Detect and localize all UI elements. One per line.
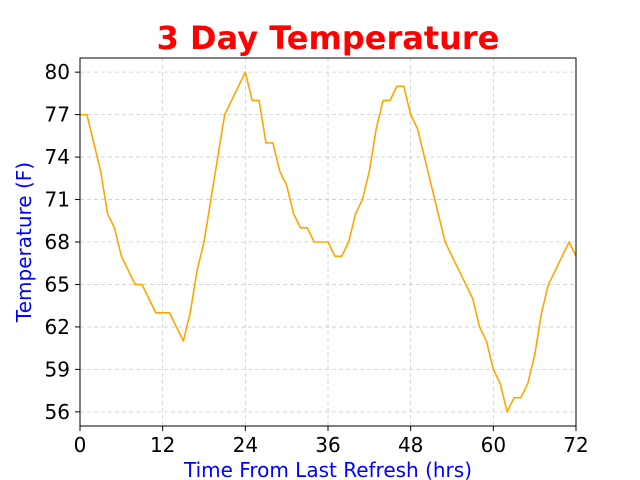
chart-title: 3 Day Temperature	[157, 19, 500, 57]
x-tick-label: 24	[233, 433, 258, 457]
temperature-line	[80, 71, 577, 413]
x-tick-label: 60	[481, 433, 506, 457]
x-tick-label: 72	[563, 433, 588, 457]
plot-area	[80, 71, 577, 413]
y-tick-label: 56	[45, 400, 70, 424]
y-tick-label: 68	[45, 230, 70, 254]
y-tick-label: 62	[45, 315, 70, 339]
y-tick-label: 77	[45, 103, 70, 127]
y-tick-label: 65	[45, 272, 70, 296]
x-tick-label: 0	[74, 433, 87, 457]
y-axis: 56 59 62 65 68 71 74 77 80	[45, 60, 80, 424]
x-axis-label: Time From Last Refresh (hrs)	[183, 458, 472, 480]
y-tick-label: 80	[45, 60, 70, 84]
x-tick-label: 48	[398, 433, 423, 457]
y-tick-label: 71	[45, 188, 70, 212]
x-tick-label: 12	[150, 433, 175, 457]
x-tick-label: 36	[315, 433, 340, 457]
y-tick-label: 74	[45, 145, 70, 169]
y-tick-label: 59	[45, 357, 70, 381]
y-axis-label: Temperature (F)	[12, 162, 36, 323]
x-axis: 0 12 24 36 48 60 72	[74, 426, 589, 457]
